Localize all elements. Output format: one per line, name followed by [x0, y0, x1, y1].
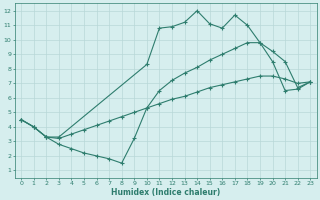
X-axis label: Humidex (Indice chaleur): Humidex (Indice chaleur)	[111, 188, 220, 197]
